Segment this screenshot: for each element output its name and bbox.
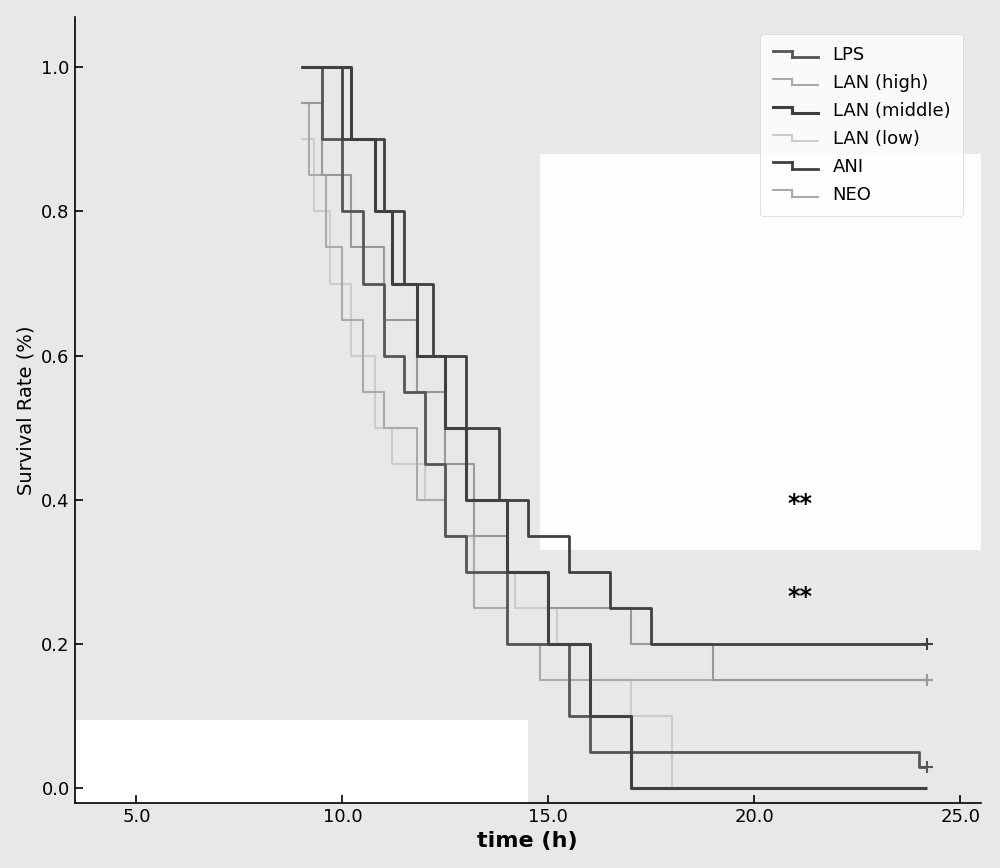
Bar <box>540 154 981 550</box>
Text: **: ** <box>787 491 812 516</box>
Bar <box>75 720 528 803</box>
X-axis label: time (h): time (h) <box>477 832 578 852</box>
Legend: LPS, LAN (high), LAN (middle), LAN (low), ANI, NEO: LPS, LAN (high), LAN (middle), LAN (low)… <box>760 34 963 216</box>
Text: **: ** <box>787 585 812 609</box>
Y-axis label: Survival Rate (%): Survival Rate (%) <box>17 325 36 495</box>
